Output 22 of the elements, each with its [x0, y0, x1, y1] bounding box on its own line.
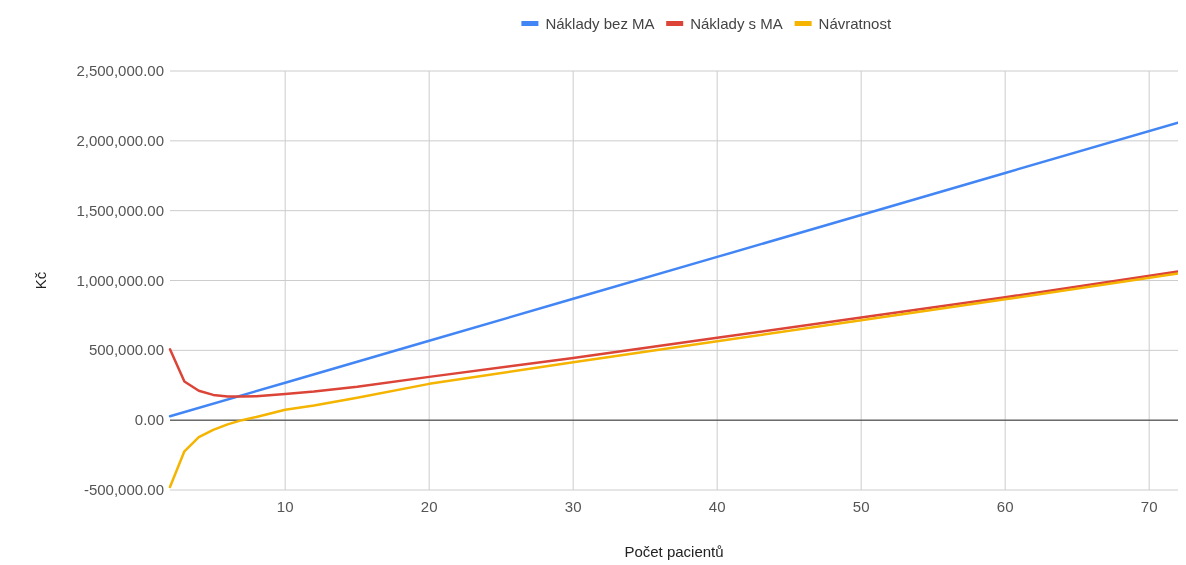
y-tick-label: -500,000.00: [83, 481, 164, 498]
x-tick-label: 60: [996, 498, 1014, 515]
y-tick-label: 2,500,000.00: [76, 62, 164, 79]
legend-label: Návratnost: [818, 15, 892, 32]
line-series: [168, 121, 1178, 418]
legend-label: Náklady bez MA: [545, 15, 655, 32]
y-tick-label: 0.00: [134, 411, 164, 429]
x-tick-label: 10: [276, 498, 294, 515]
legend-label: Náklady s MA: [690, 15, 783, 32]
y-tick-label: 2,000,000.00: [76, 131, 164, 149]
y-tick-label: 1,500,000.00: [76, 201, 164, 219]
y-tick-label: 1,000,000.00: [76, 271, 164, 289]
y-tick-label: 500,000.00: [88, 341, 164, 359]
line-series: [168, 270, 1178, 398]
x-tick-label: 20: [420, 498, 438, 515]
x-tick-label: 30: [564, 498, 582, 515]
x-tick-label: 40: [708, 498, 726, 515]
x-axis-title: Počet pacientů: [624, 543, 724, 560]
x-tick-label: 70: [1140, 498, 1158, 515]
y-axis-title: Kč: [32, 271, 49, 290]
line-series: [168, 272, 1178, 489]
x-tick-label: 50: [852, 498, 870, 515]
